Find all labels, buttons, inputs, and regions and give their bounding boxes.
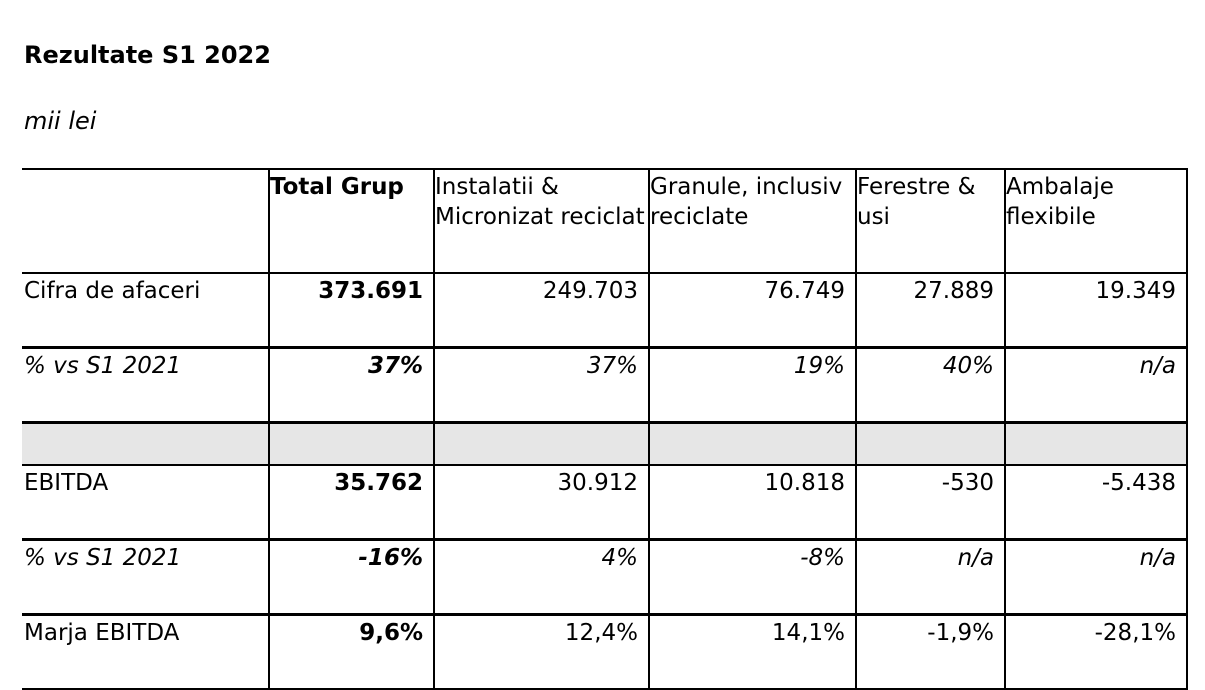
table-header-row: Total Grup Instalatii & Micronizat recic… xyxy=(22,168,1188,274)
cell-ambalaje: 19.349 xyxy=(1004,273,1188,349)
row-label: Cifra de afaceri xyxy=(22,273,270,349)
cell-ferestre: -530 xyxy=(855,465,1006,541)
results-table: Total Grup Instalatii & Micronizat recic… xyxy=(22,168,1188,690)
cell-total-grup: 9,6% xyxy=(268,614,435,690)
cell-total-grup: 37% xyxy=(268,347,435,424)
cell-granule: 76.749 xyxy=(648,273,857,349)
header-granule: Granule, inclusiv reciclate xyxy=(648,168,857,274)
table-row-spacer xyxy=(22,422,1188,466)
cell-instalatii: 37% xyxy=(433,347,650,424)
spacer-cell xyxy=(22,422,270,466)
cell-ambalaje: -5.438 xyxy=(1004,465,1188,541)
cell-ferestre: 27.889 xyxy=(855,273,1006,349)
table-row: % vs S1 2021 37% 37% 19% 40% n/a xyxy=(22,347,1188,424)
row-label: Marja EBITDA xyxy=(22,614,270,690)
cell-instalatii: 12,4% xyxy=(433,614,650,690)
header-instalatii: Instalatii & Micronizat reciclat xyxy=(433,168,650,274)
spacer-cell xyxy=(268,422,435,466)
row-label: % vs S1 2021 xyxy=(22,347,270,424)
cell-granule: 14,1% xyxy=(648,614,857,690)
cell-ferestre: n/a xyxy=(855,539,1006,616)
cell-granule: 19% xyxy=(648,347,857,424)
cell-instalatii: 30.912 xyxy=(433,465,650,541)
cell-instalatii: 4% xyxy=(433,539,650,616)
cell-ambalaje: n/a xyxy=(1004,539,1188,616)
spacer-cell xyxy=(433,422,650,466)
header-ambalaje: Ambalaje flexibile xyxy=(1004,168,1188,274)
cell-total-grup: 35.762 xyxy=(268,465,435,541)
header-total-grup: Total Grup xyxy=(268,168,435,274)
cell-ambalaje: n/a xyxy=(1004,347,1188,424)
table-row: Cifra de afaceri 373.691 249.703 76.749 … xyxy=(22,273,1188,349)
page-title: Rezultate S1 2022 xyxy=(24,41,271,69)
header-ferestre: Ferestre & usi xyxy=(855,168,1006,274)
cell-granule: 10.818 xyxy=(648,465,857,541)
cell-instalatii: 249.703 xyxy=(433,273,650,349)
spacer-cell xyxy=(648,422,857,466)
row-label: % vs S1 2021 xyxy=(22,539,270,616)
spacer-cell xyxy=(1004,422,1188,466)
cell-ambalaje: -28,1% xyxy=(1004,614,1188,690)
spacer-cell xyxy=(855,422,1006,466)
row-label: EBITDA xyxy=(22,465,270,541)
header-cell-empty xyxy=(22,168,270,274)
table-row: Marja EBITDA 9,6% 12,4% 14,1% -1,9% -28,… xyxy=(22,614,1188,690)
units-label: mii lei xyxy=(24,107,97,135)
cell-granule: -8% xyxy=(648,539,857,616)
table-row: EBITDA 35.762 30.912 10.818 -530 -5.438 xyxy=(22,465,1188,541)
cell-ferestre: -1,9% xyxy=(855,614,1006,690)
cell-total-grup: 373.691 xyxy=(268,273,435,349)
table-row: % vs S1 2021 -16% 4% -8% n/a n/a xyxy=(22,539,1188,616)
cell-ferestre: 40% xyxy=(855,347,1006,424)
cell-total-grup: -16% xyxy=(268,539,435,616)
